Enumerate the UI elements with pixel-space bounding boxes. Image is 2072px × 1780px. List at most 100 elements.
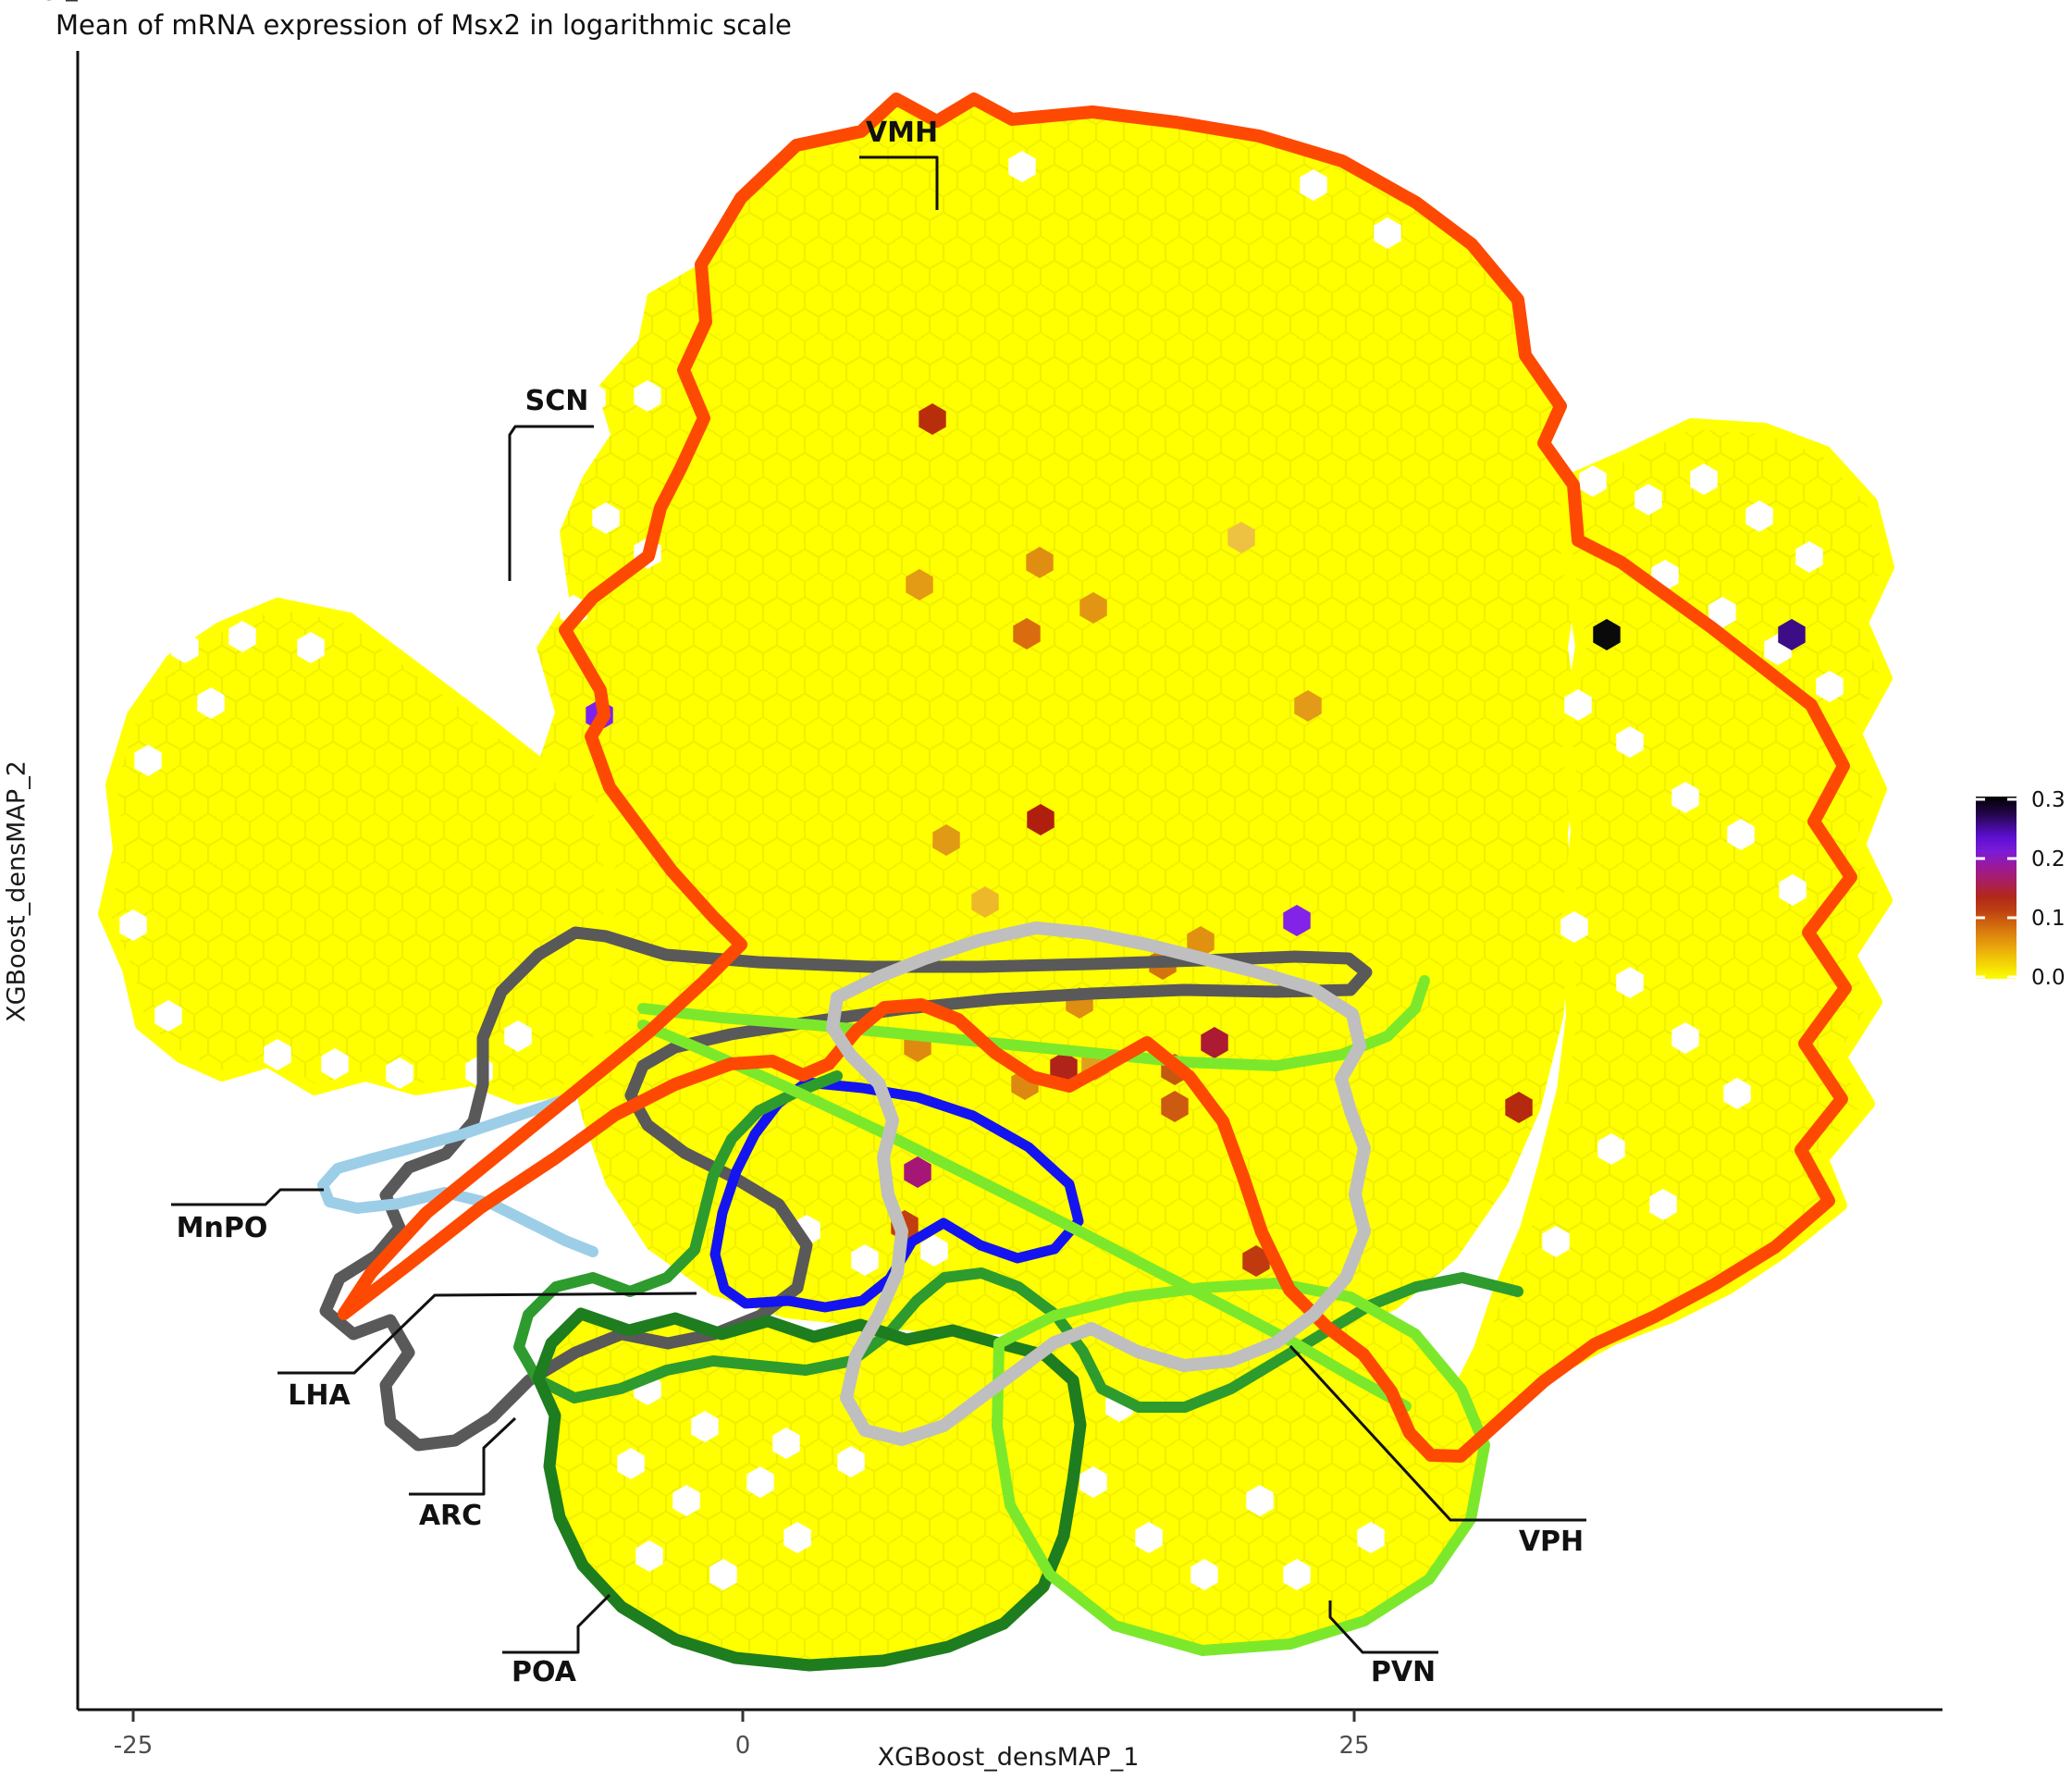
missing-hex (1616, 726, 1644, 758)
density-lobe-pvn-lobe (997, 1283, 1485, 1650)
callout-line-vmh (859, 155, 939, 210)
expression-hex (1161, 1091, 1189, 1122)
colorbar-gradient (1976, 797, 2016, 979)
expression-hex (1593, 619, 1621, 650)
missing-hex (297, 632, 325, 663)
missing-hex (772, 1428, 800, 1459)
missing-hex (1579, 465, 1607, 497)
region-label-vmh: VMH (866, 117, 938, 149)
missing-hex (1008, 151, 1036, 182)
missing-hex (1634, 484, 1662, 515)
missing-hex (1795, 541, 1823, 573)
expression-hex (919, 403, 946, 435)
expression-hex (1201, 1027, 1228, 1058)
expression-hex (1013, 618, 1041, 649)
density-lobe-left-lobe (98, 598, 616, 1105)
missing-hex (635, 1540, 663, 1572)
y-tick-label: 25 (27, 0, 57, 6)
missing-hex (1357, 1522, 1385, 1553)
missing-hex (264, 1039, 291, 1070)
missing-hex (134, 745, 162, 776)
missing-hex-holes (119, 151, 1844, 1590)
missing-hex (617, 1448, 645, 1479)
missing-hex (228, 621, 256, 652)
region-outline-poa (532, 1307, 1087, 1672)
expression-hex (1294, 690, 1322, 722)
missing-hex (611, 223, 639, 254)
missing-hex (1564, 689, 1592, 721)
colorbar-tick-label: 0.1 (2031, 907, 2066, 931)
missing-hex (321, 1048, 349, 1080)
y-tick-label: -25 (18, 0, 57, 6)
expression-hex (1283, 905, 1311, 936)
x-tick-label: 0 (735, 1732, 751, 1760)
missing-hex (1690, 464, 1718, 495)
expression-hex (1227, 522, 1255, 553)
region-outline-pvn-strand-b (637, 975, 1430, 1071)
callout-line-mnpo (171, 1188, 324, 1206)
colorbar-tick-label: 0.2 (2031, 847, 2066, 871)
expression-hex (932, 824, 960, 856)
missing-hex (549, 262, 576, 293)
missing-hex (1708, 597, 1736, 628)
missing-hex (578, 382, 606, 414)
callout-line-pvn (1328, 1601, 1438, 1654)
expression-hex (1027, 804, 1054, 835)
callout-line-arc (409, 1416, 517, 1496)
missing-hex (672, 1485, 700, 1516)
x-axis-title: XGBoost_densMAP_1 (0, 1743, 2072, 1772)
missing-hex (783, 1522, 811, 1553)
missing-hex (197, 687, 225, 719)
missing-hex (1079, 1466, 1107, 1498)
expression-hexes (586, 403, 1806, 1277)
missing-hex (1300, 169, 1327, 201)
missing-hex (691, 1411, 719, 1442)
region-label-mnpo: MnPO (177, 1212, 268, 1244)
region-outline-mnpo (317, 1092, 598, 1257)
missing-hex (1723, 1078, 1751, 1109)
region-outline-arc (513, 1070, 1523, 1413)
axes: -25025250-25 (18, 0, 1942, 1760)
x-tick-label: -25 (114, 1732, 153, 1760)
region-label-arc: ARC (419, 1500, 482, 1532)
missing-hex (851, 1244, 879, 1276)
region-outlines (317, 93, 1857, 1672)
x-axis-title-text: XGBoost_densMAP_1 (877, 1743, 1140, 1772)
missing-hex (1727, 819, 1755, 850)
missing-hex (504, 1020, 532, 1052)
missing-hex (1671, 1022, 1699, 1054)
missing-hex (746, 1466, 774, 1498)
missing-hex (539, 338, 567, 369)
expression-hex (1505, 1092, 1533, 1123)
density-lobe-poa-lobe (538, 1314, 1080, 1665)
missing-hex (1649, 1189, 1677, 1220)
expression-hex (904, 1156, 931, 1188)
missing-hex (1616, 967, 1644, 998)
missing-hex (920, 1235, 948, 1267)
region-label-pvn: PVN (1371, 1656, 1436, 1688)
callout-line-poa (502, 1593, 611, 1654)
region-outline-pvn-strand-a (637, 1020, 1412, 1412)
expression-hex (1778, 619, 1806, 650)
missing-hex (119, 909, 147, 941)
missing-hex (1542, 1226, 1570, 1257)
missing-hex (1560, 911, 1588, 943)
expression-hex (1026, 547, 1054, 578)
missing-hex (837, 1446, 865, 1477)
missing-hex (154, 1000, 182, 1032)
region-outline-lha (319, 926, 1373, 1452)
chart-title: Mean of mRNA expression of Msx2 in logar… (56, 9, 792, 41)
y-axis-title: XGBoost_densMAP_2 (2, 760, 31, 1022)
missing-hex (1816, 671, 1844, 702)
x-tick-label: 25 (1338, 1732, 1369, 1760)
expression-hex (971, 886, 999, 918)
callout-line-vph (1289, 1344, 1586, 1522)
colorbar-tick-label: 0.0 (2031, 966, 2066, 990)
missing-hex (1671, 782, 1699, 813)
missing-hex (532, 447, 560, 478)
colorbar-tick-label: 0.3 (2031, 788, 2066, 812)
callout-line-scn (508, 425, 594, 581)
region-label-scn: SCN (525, 385, 589, 417)
missing-hex (709, 1559, 737, 1590)
